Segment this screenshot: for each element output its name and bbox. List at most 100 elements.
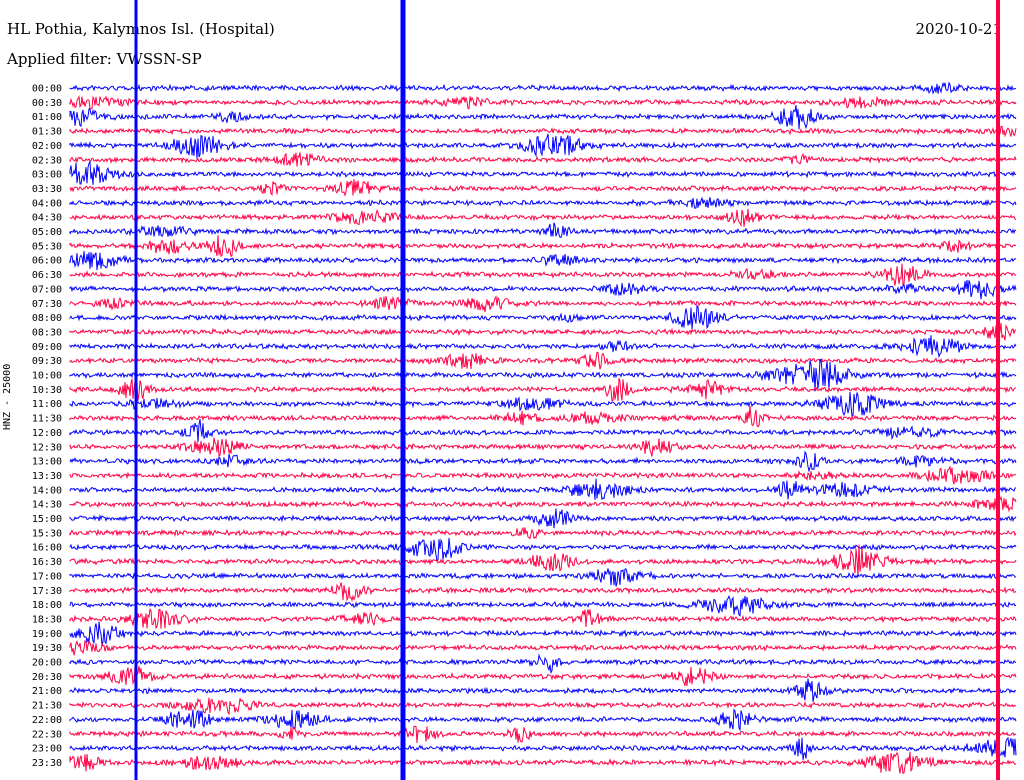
seismic-trace xyxy=(69,621,1017,646)
row-time-label: 19:30 xyxy=(32,643,62,654)
seismic-trace xyxy=(69,450,1017,473)
seismic-trace xyxy=(69,665,1017,687)
seismic-trace xyxy=(69,653,1017,675)
row-time-label: 21:00 xyxy=(32,686,62,697)
seismic-trace xyxy=(69,508,1017,529)
seismic-trace xyxy=(69,152,1017,167)
row-time-label: 10:00 xyxy=(32,371,62,382)
row-time-label: 15:00 xyxy=(32,514,62,525)
seismic-trace xyxy=(69,751,1017,775)
row-time-label: 04:00 xyxy=(32,198,62,209)
row-time-label: 22:30 xyxy=(32,729,62,740)
row-time-label: 02:30 xyxy=(32,155,62,166)
seismic-trace xyxy=(69,94,1017,110)
filter-label: Applied filter: VWSSN-SP xyxy=(7,50,202,68)
seismic-trace xyxy=(69,708,1017,732)
row-time-label: 08:00 xyxy=(32,313,62,324)
seismic-trace xyxy=(69,358,1017,392)
seismic-trace xyxy=(69,537,1017,562)
seismic-trace xyxy=(69,322,1017,342)
row-time-label: 05:00 xyxy=(32,227,62,238)
row-time-label: 11:00 xyxy=(32,399,62,410)
seismic-trace xyxy=(69,222,1017,238)
row-time-label: 12:30 xyxy=(32,442,62,453)
row-time-label: 14:30 xyxy=(32,500,62,511)
row-time-label: 23:00 xyxy=(32,744,62,755)
seismic-trace xyxy=(69,544,1017,577)
seismic-trace xyxy=(69,335,1017,359)
row-time-label: 01:00 xyxy=(32,112,62,123)
seismic-trace xyxy=(69,263,1016,287)
row-time-label: 04:30 xyxy=(32,213,62,224)
seismic-trace xyxy=(69,179,1017,197)
seismic-trace xyxy=(69,466,1017,485)
row-time-label: 18:30 xyxy=(32,614,62,625)
seismic-trace xyxy=(69,295,1017,313)
row-time-label: 07:30 xyxy=(32,299,62,310)
row-time-label: 05:30 xyxy=(32,241,62,252)
seismic-trace xyxy=(69,678,1017,702)
row-time-label: 16:30 xyxy=(32,557,62,568)
row-time-label: 01:30 xyxy=(32,127,62,138)
row-time-label: 14:00 xyxy=(32,485,62,496)
seismic-trace xyxy=(69,160,1017,185)
row-time-label: 06:00 xyxy=(32,256,62,267)
seismic-trace xyxy=(69,391,1017,418)
seismic-trace xyxy=(69,526,1017,540)
row-time-label: 00:00 xyxy=(32,84,62,95)
row-time-label: 00:30 xyxy=(32,98,62,109)
seismic-trace xyxy=(69,582,1017,603)
seismic-trace xyxy=(69,196,1017,209)
seismic-trace xyxy=(69,594,1017,617)
row-time-label: 09:00 xyxy=(32,342,62,353)
seismic-trace xyxy=(69,208,1017,228)
seismic-trace xyxy=(69,105,1017,130)
seismic-trace xyxy=(69,568,1017,587)
row-time-label: 15:30 xyxy=(32,528,62,539)
row-time-label: 16:00 xyxy=(32,543,62,554)
seismic-trace xyxy=(69,406,1017,428)
row-time-label: 17:00 xyxy=(32,571,62,582)
row-time-label: 11:30 xyxy=(32,414,62,425)
row-time-label: 08:30 xyxy=(32,327,62,338)
seismic-trace xyxy=(69,607,1017,630)
row-time-label: 21:30 xyxy=(32,701,62,712)
seismic-trace xyxy=(69,251,1017,271)
seismic-trace xyxy=(69,419,1017,443)
seismic-trace xyxy=(69,351,1017,370)
seismic-trace xyxy=(69,378,1017,402)
seismic-trace xyxy=(69,736,1017,760)
row-time-label: 23:30 xyxy=(32,758,62,769)
seismic-trace xyxy=(69,235,1017,258)
seismic-trace xyxy=(69,125,1017,138)
row-time-label: 13:30 xyxy=(32,471,62,482)
seismic-trace xyxy=(69,639,1017,656)
row-time-label: 12:00 xyxy=(32,428,62,439)
row-time-label: 22:00 xyxy=(32,715,62,726)
station-title: HL Pothia, Kalymnos Isl. (Hospital) xyxy=(7,20,275,38)
row-time-label: 17:30 xyxy=(32,586,62,597)
seismic-trace xyxy=(69,697,1017,716)
seismic-trace xyxy=(69,304,1017,330)
row-time-label: 18:00 xyxy=(32,600,62,611)
seismic-trace xyxy=(69,495,1017,513)
row-time-label: 13:00 xyxy=(32,457,62,468)
seismic-trace xyxy=(69,279,1017,300)
seismic-trace xyxy=(69,437,1017,457)
row-time-label: 06:30 xyxy=(32,270,62,281)
row-time-label: 20:30 xyxy=(32,672,62,683)
row-time-label: 07:00 xyxy=(32,284,62,295)
row-time-label: 03:00 xyxy=(32,170,62,181)
seismic-trace xyxy=(69,478,1016,501)
row-time-label: 03:30 xyxy=(32,184,62,195)
row-time-label: 20:00 xyxy=(32,658,62,669)
seismic-trace xyxy=(69,725,1017,744)
seismic-trace xyxy=(69,133,1017,159)
row-time-label: 02:00 xyxy=(32,141,62,152)
row-time-label: 19:00 xyxy=(32,629,62,640)
record-date: 2020-10-21 xyxy=(915,20,1002,38)
seismic-trace xyxy=(69,81,1017,95)
row-time-label: 09:30 xyxy=(32,356,62,367)
